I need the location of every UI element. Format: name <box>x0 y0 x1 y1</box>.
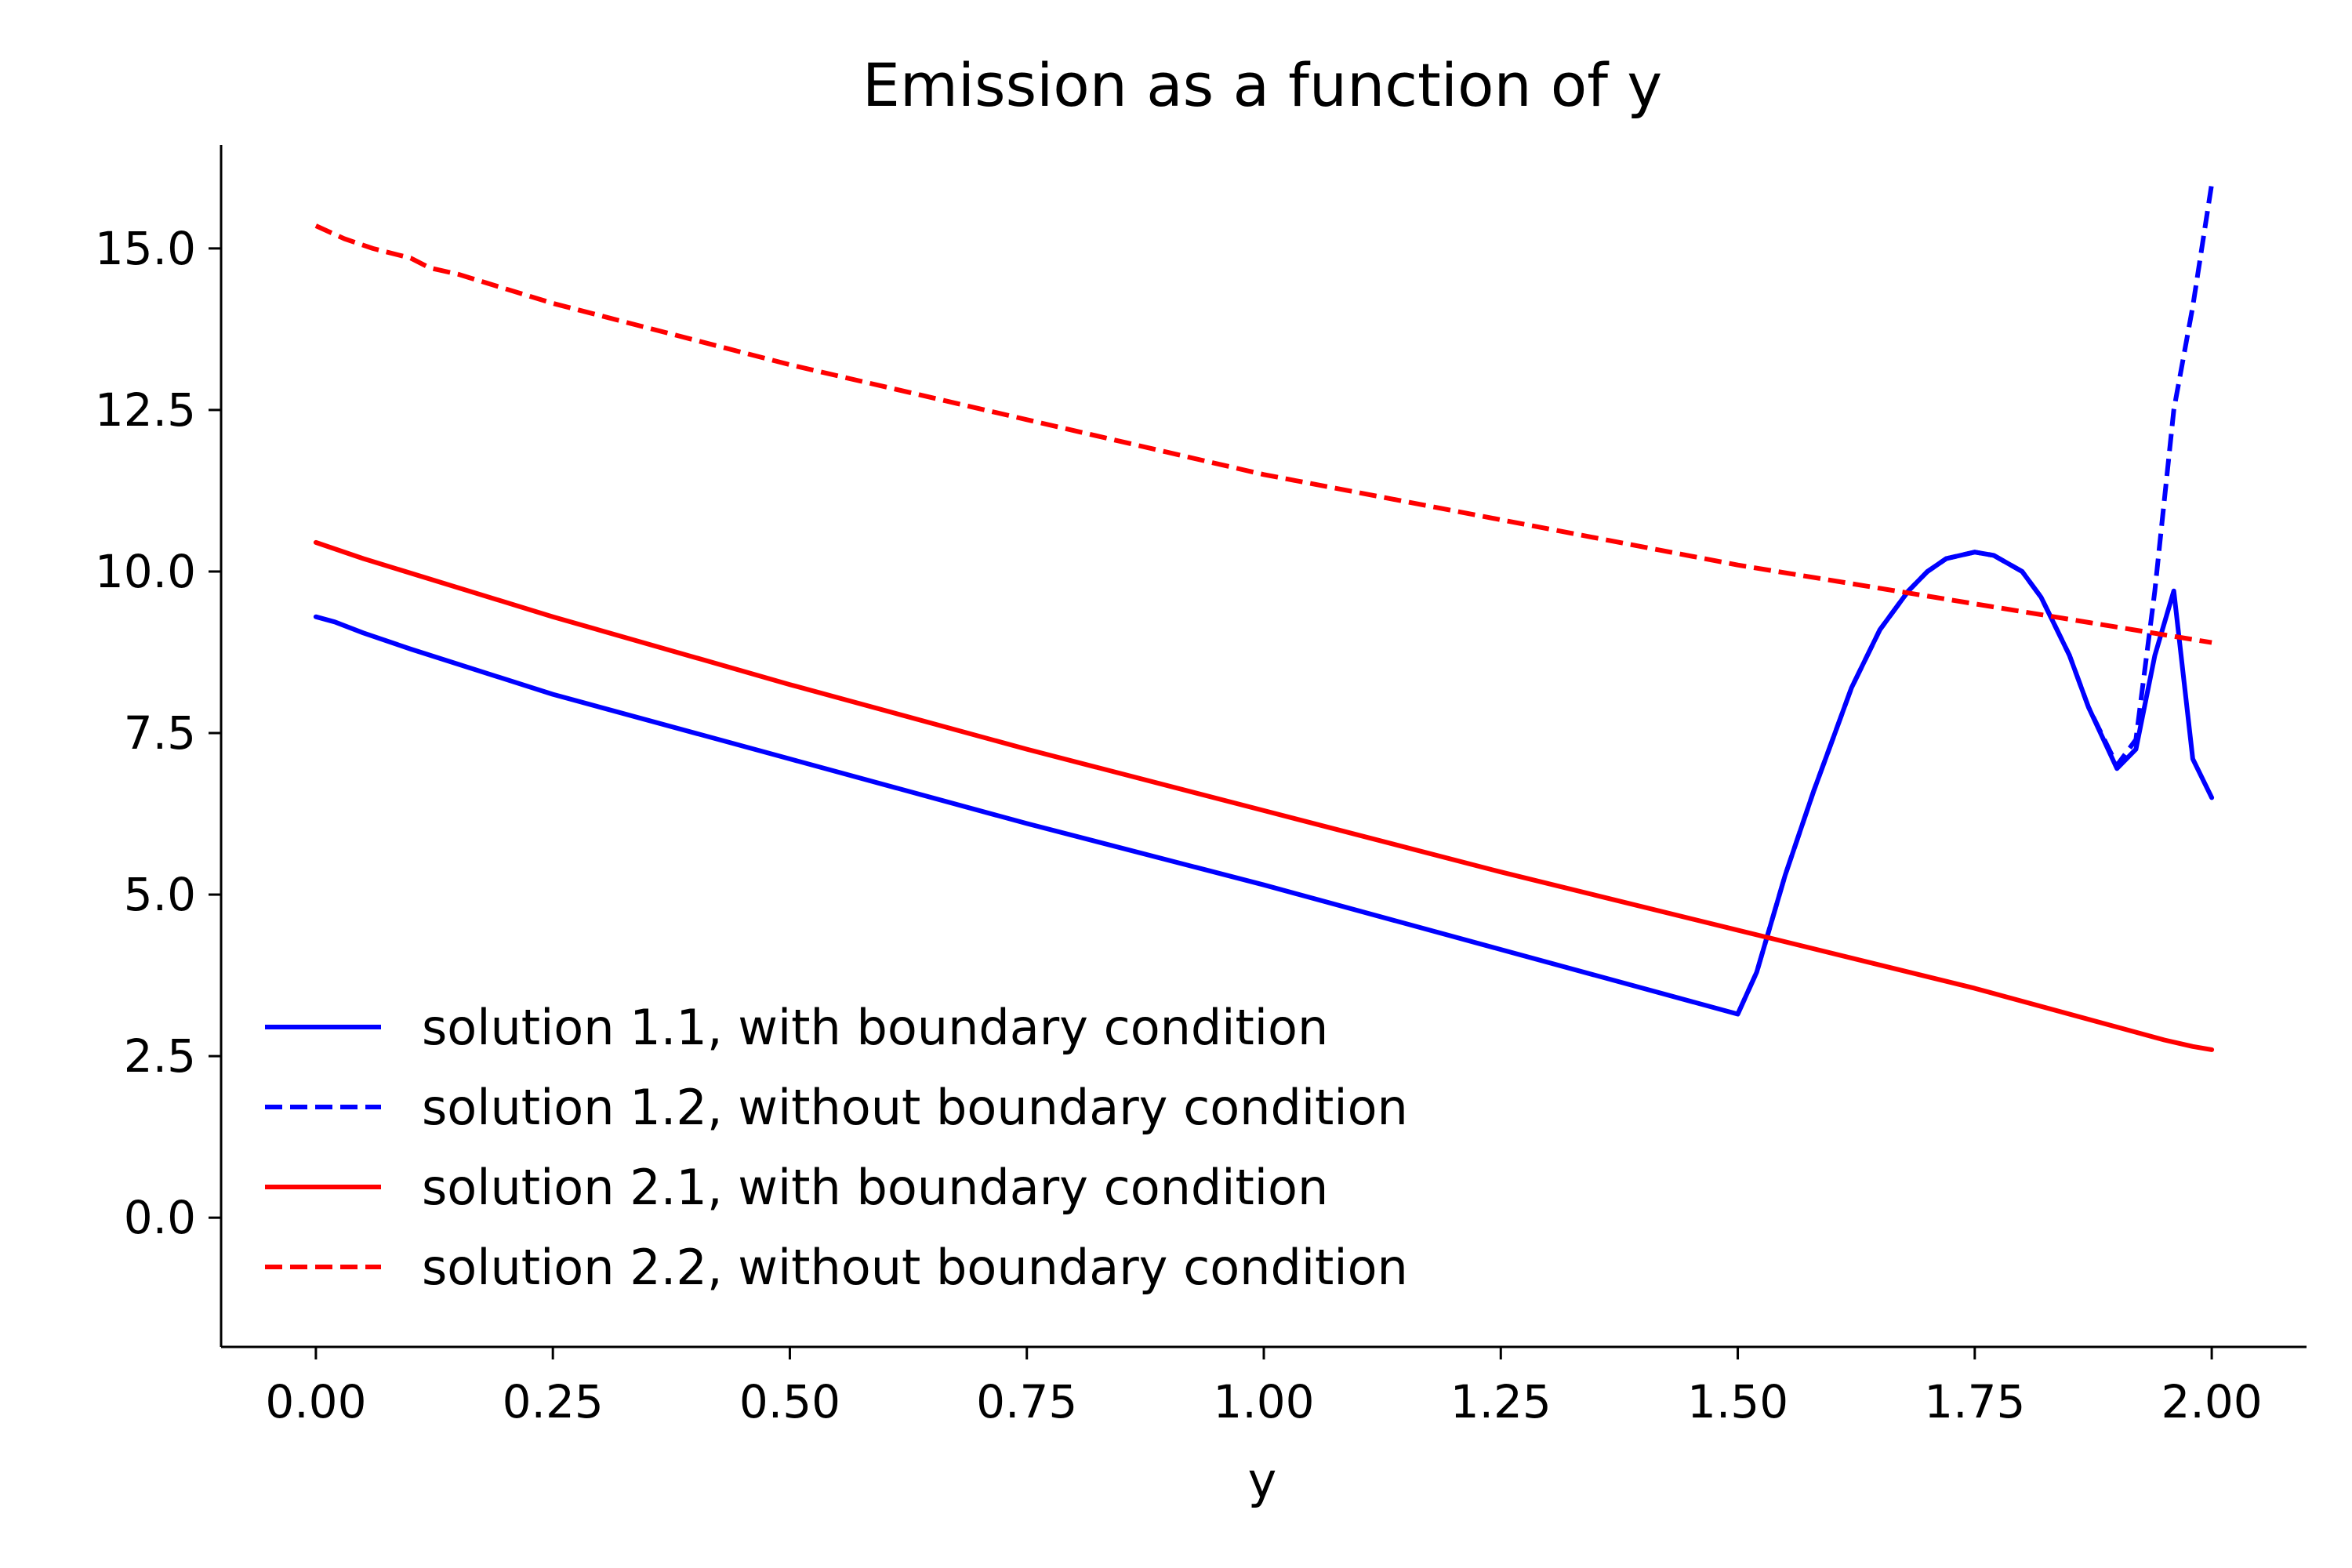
y-tick-label: 2.5 <box>124 1029 196 1083</box>
y-tick-label: 0.0 <box>124 1191 196 1244</box>
x-tick-label: 0.75 <box>976 1375 1077 1428</box>
legend-label-4: solution 2.2, without boundary condition <box>422 1239 1408 1296</box>
series-line-3 <box>313 539 2215 1052</box>
x-axis-label: y <box>1248 1452 1277 1509</box>
legend: solution 1.1, with boundary condition sol… <box>265 999 1408 1296</box>
y-tick-label: 15.0 <box>95 222 196 275</box>
y-tick-label: 7.5 <box>124 706 196 760</box>
legend-label-1: solution 1.1, with boundary condition <box>422 999 1328 1056</box>
x-tick-label: 1.75 <box>1924 1375 2025 1428</box>
x-tick-label: 2.00 <box>2161 1375 2263 1428</box>
x-tick-label: 1.00 <box>1213 1375 1314 1428</box>
x-tick-label: 0.50 <box>739 1375 840 1428</box>
legend-label-3: solution 2.1, with boundary condition <box>422 1159 1328 1216</box>
chart-title: Emission as a function of y <box>862 50 1662 120</box>
y-axis-ticks: 0.0 2.5 5.0 7.5 10.0 12.5 15.0 <box>95 222 221 1244</box>
series-line-2 <box>1735 183 2215 1015</box>
series-line-4 <box>314 223 2212 645</box>
legend-label-2: solution 1.2, without boundary condition <box>422 1079 1408 1136</box>
y-tick-label: 10.0 <box>95 545 196 598</box>
x-tick-label: 0.25 <box>503 1375 604 1428</box>
series-line-1 <box>313 550 2215 1017</box>
x-tick-label: 1.50 <box>1687 1375 1788 1428</box>
series-layer <box>313 183 2215 1052</box>
x-axis-ticks: 0.00 0.25 0.50 0.75 1.00 1.25 1.50 1.75 2.00 <box>265 1347 2263 1428</box>
x-tick-label: 1.25 <box>1450 1375 1552 1428</box>
y-tick-label: 5.0 <box>124 868 196 921</box>
y-tick-label: 12.5 <box>95 383 196 437</box>
x-tick-label: 0.00 <box>265 1375 366 1428</box>
